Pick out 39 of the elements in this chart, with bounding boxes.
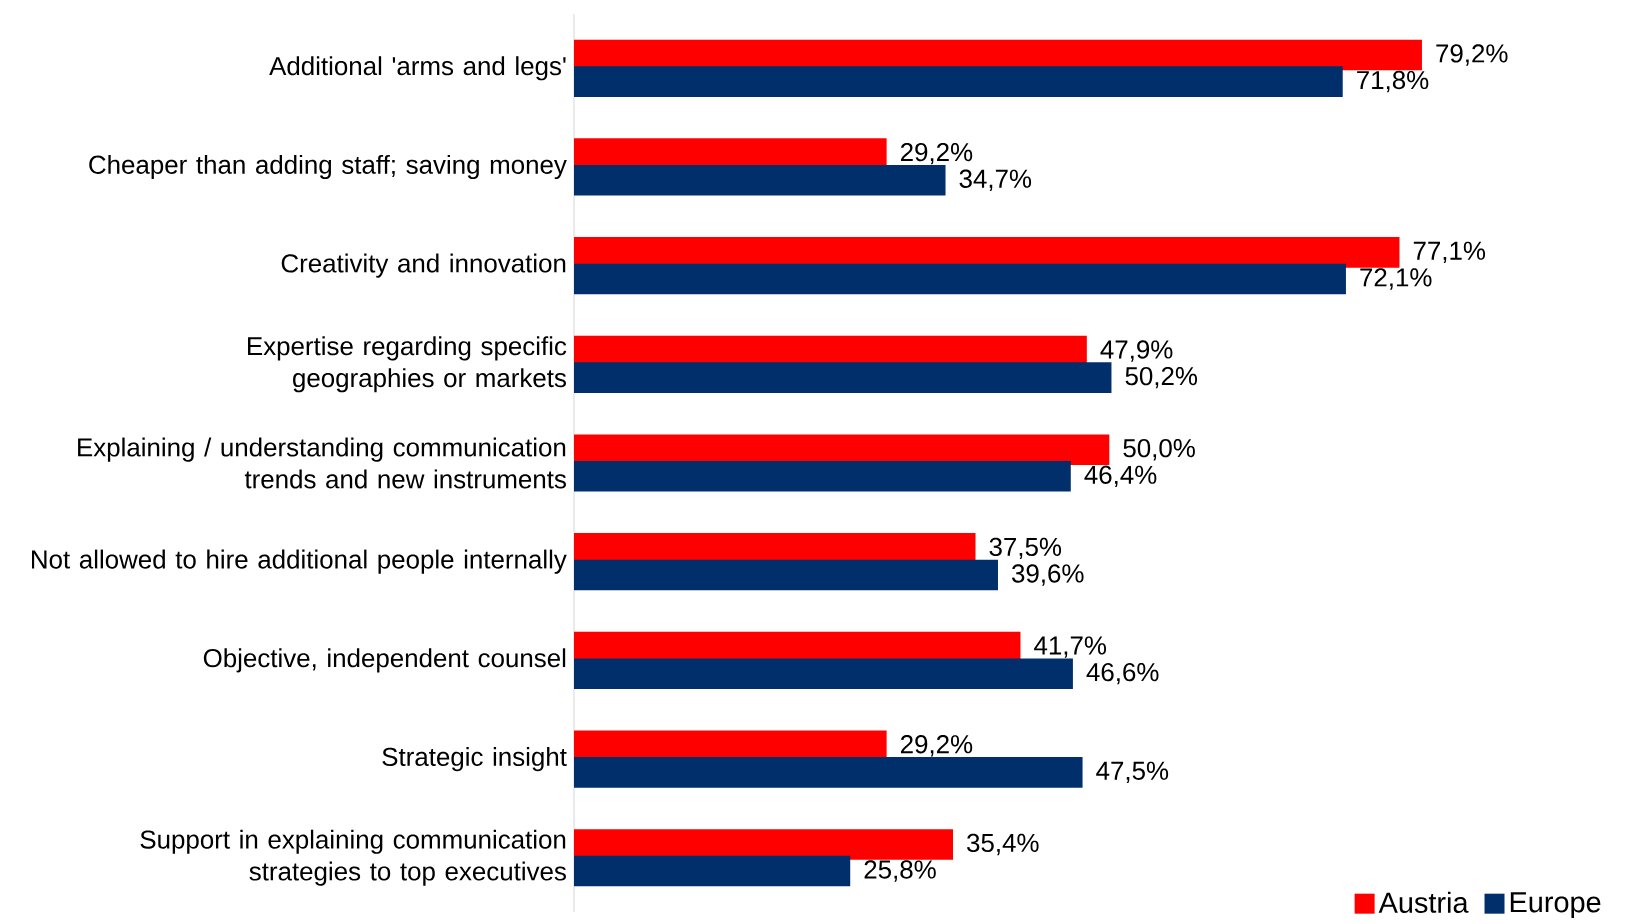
data-label: 37,5% (989, 537, 1062, 560)
data-label: 77,1% (1413, 241, 1486, 263)
legend-label: Europe (1510, 892, 1601, 919)
bar (574, 263, 1346, 295)
y-tick-label: Objective, independent counsel (203, 648, 566, 673)
data-label: 25,8% (864, 860, 936, 882)
bar (574, 362, 1112, 393)
legend-label: Austria (1378, 891, 1469, 913)
bar (574, 757, 1083, 788)
data-label: 46,4% (1084, 465, 1157, 488)
bar (574, 658, 1073, 689)
data-label: 34,7% (959, 169, 1032, 191)
data-label: 39,6% (1012, 564, 1084, 586)
bar (574, 559, 998, 591)
y-tick-label: Creativity and innovation (281, 253, 566, 278)
y-tick-label: Explaining / understanding communication trends and new instruments (78, 437, 566, 489)
y-tick-label: Strategic insight (382, 746, 567, 772)
bar (574, 829, 954, 860)
data-label: 79,2% (1436, 44, 1508, 66)
data-label: 47,5% (1096, 761, 1169, 783)
data-label: 47,9% (1100, 340, 1173, 362)
data-label: 35,4% (967, 833, 1039, 856)
data-label: 29,2% (900, 735, 973, 757)
y-tick-label: Expertise regarding specific geographies or markets (248, 336, 567, 393)
data-label: 29,2% (900, 142, 973, 165)
data-label: 72,1% (1360, 268, 1432, 290)
y-tick-label: Support in explaining communication strategies to top executives (140, 829, 566, 886)
bar (574, 855, 851, 887)
bar (574, 66, 1343, 97)
bar (574, 461, 1071, 492)
bar (574, 164, 946, 196)
y-tick-label: Additional 'arms and legs' (269, 56, 566, 81)
data-label: 50,2% (1125, 366, 1198, 389)
y-tick-label: Not allowed to hire additional people internally (31, 549, 567, 574)
data-label: 50,0% (1123, 439, 1195, 461)
data-label: 41,7% (1034, 636, 1107, 658)
data-label: 71,8% (1357, 70, 1429, 93)
data-label: 46,6% (1086, 662, 1159, 685)
y-tick-label: Cheaper than adding staff; saving money (89, 154, 567, 180)
